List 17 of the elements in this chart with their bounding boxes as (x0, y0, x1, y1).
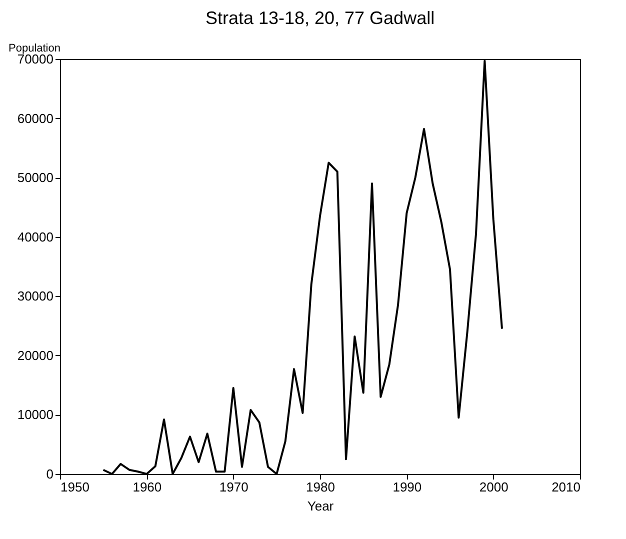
y-axis-title: Population (8, 42, 60, 54)
chart-title: Strata 13-18, 20, 77 Gadwall (205, 8, 435, 28)
x-tick-label: 1990 (392, 480, 422, 494)
x-tick-label: 1950 (60, 480, 90, 494)
y-tick-label: 40000 (17, 229, 54, 244)
y-tick-label: 0 (46, 466, 54, 482)
x-tick-label: 1960 (132, 480, 162, 494)
y-tick-label: 60000 (17, 110, 54, 126)
x-tick-label: 1980 (306, 480, 335, 494)
x-tick-label: 2000 (479, 480, 508, 494)
x-tick-label: 2010 (552, 480, 580, 494)
x-axis-title: Year (307, 498, 334, 514)
y-tick-label: 10000 (17, 407, 54, 422)
x-tick-label: 1970 (219, 480, 248, 494)
y-tick-label: 50000 (17, 170, 54, 186)
y-tick-label: 20000 (17, 348, 54, 363)
y-tick-label: 30000 (17, 288, 54, 304)
